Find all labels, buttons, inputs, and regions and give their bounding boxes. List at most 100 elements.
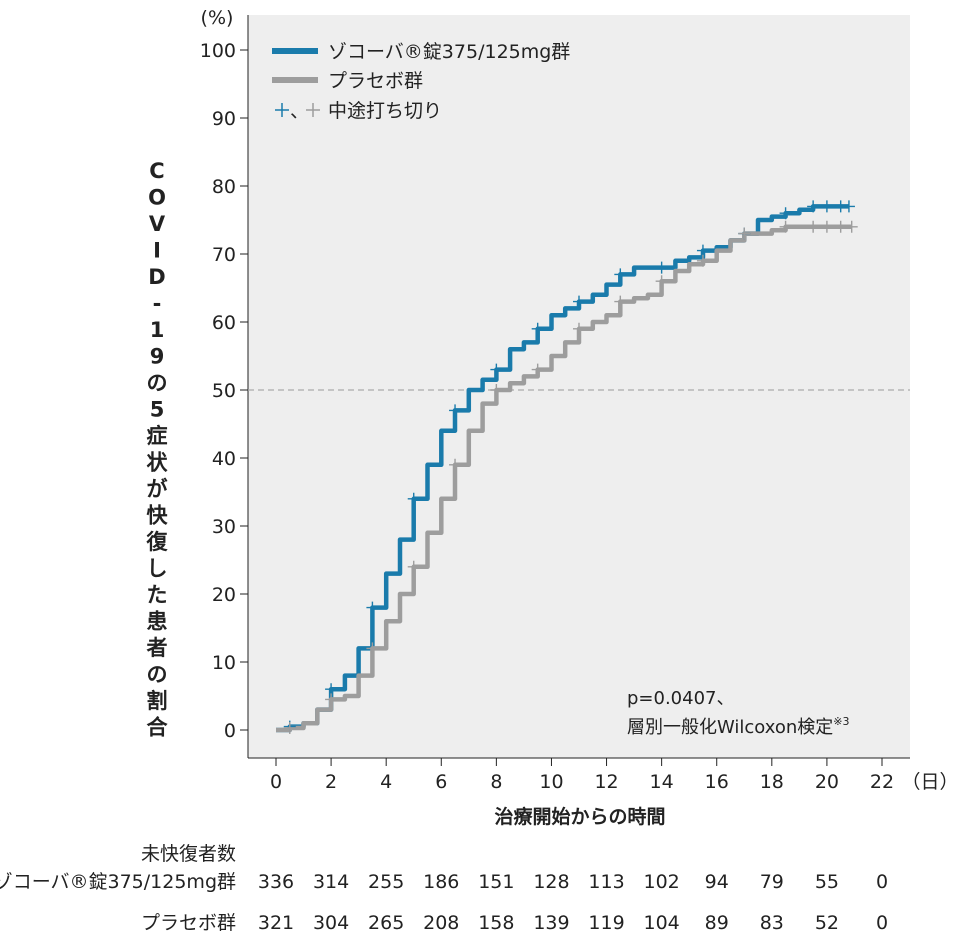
y-tick-label: 90	[212, 108, 236, 130]
y-tick-label: 0	[224, 720, 236, 742]
risk-value: 128	[533, 871, 569, 893]
censor-mark	[407, 492, 420, 505]
risk-value: 55	[815, 871, 839, 893]
censor-mark	[614, 268, 627, 281]
risk-value: 255	[368, 871, 404, 893]
censor-mark	[531, 363, 544, 376]
censor-mark	[614, 295, 627, 308]
censor-mark	[738, 227, 751, 240]
legend-label-placebo: プラセボ群	[328, 70, 423, 92]
censor-mark	[366, 642, 379, 655]
censor-mark	[845, 220, 858, 233]
censor-marks	[283, 200, 858, 734]
x-tick-label: 4	[380, 771, 392, 793]
legend-censor-separator: 、	[290, 100, 309, 122]
censor-mark	[490, 384, 503, 396]
y-axis-label: C O V I D -1 9 の 5 症状が快復した患者の割合	[146, 159, 169, 740]
censor-mark	[842, 200, 855, 213]
risk-value: 265	[368, 912, 404, 934]
y-tick-label: 100	[200, 40, 236, 62]
x-tick-label: 16	[705, 771, 729, 793]
censor-mark	[779, 207, 792, 220]
y-tick-label: 10	[212, 652, 236, 674]
censor-mark	[807, 200, 820, 213]
y-tick-label: 50	[212, 380, 236, 402]
test-name-text: 層別一般化Wilcoxon検定	[627, 717, 833, 738]
x-unit: （日）	[901, 771, 958, 793]
risk-values: 336 314 255 186 151 128 113 102 94 79 55 0 321 304 265…	[258, 871, 888, 934]
x-tick-label: 2	[325, 771, 337, 793]
y-tick-label: 80	[212, 176, 236, 198]
y-tick-label: 30	[212, 516, 236, 538]
risk-value: 119	[588, 912, 624, 934]
risk-value: 208	[423, 912, 459, 934]
x-tick-label: 22	[870, 771, 894, 793]
risk-value: 151	[478, 871, 514, 893]
legend-censor-mark-zocova	[275, 103, 289, 117]
risk-value: 83	[760, 912, 784, 934]
censor-mark	[696, 254, 709, 267]
censor-mark	[283, 721, 296, 734]
test-name: 層別一般化Wilcoxon検定※3	[627, 715, 850, 738]
censor-mark	[325, 683, 338, 696]
plot-area	[248, 15, 910, 758]
risk-value: 0	[876, 871, 888, 893]
risk-value: 89	[705, 912, 729, 934]
y-unit: (%)	[201, 7, 234, 29]
censor-mark	[531, 322, 544, 335]
test-note: ※3	[833, 715, 849, 728]
risk-value: 102	[644, 871, 680, 893]
censor-mark	[573, 322, 585, 335]
censor-mark	[407, 560, 420, 573]
censor-mark	[820, 200, 833, 213]
censor-mark	[655, 275, 668, 288]
legend-censor-label: 中途打ち切り	[328, 100, 442, 122]
censor-mark	[696, 244, 709, 257]
censor-mark	[834, 220, 847, 233]
legend-censor-mark-placebo	[306, 103, 320, 117]
legend-label-zocova: ゾコーバ®錠375/125mg群	[328, 41, 570, 63]
y-tick-label: 60	[212, 312, 236, 334]
risk-value: 158	[478, 912, 514, 934]
risk-value: 113	[588, 871, 624, 893]
x-tick-label: 12	[594, 771, 618, 793]
x-tick-label: 10	[539, 771, 563, 793]
x-tick-label: 20	[815, 771, 839, 793]
legend: ゾコーバ®錠375/125mg群 プラセボ群 、 中途打ち切り	[272, 41, 570, 122]
y-ticks: 0 10 20 30 40 50 60 70 80 90 100	[200, 40, 248, 742]
series-line-1	[276, 224, 852, 733]
censor-mark	[573, 295, 585, 308]
risk-table-title: 未快復者数	[141, 843, 236, 865]
x-tick-label: 8	[490, 771, 502, 793]
censor-mark	[779, 220, 792, 233]
x-axis-label: 治療開始からの時間	[494, 805, 665, 828]
y-tick-label: 70	[212, 244, 236, 266]
censor-mark	[366, 601, 379, 614]
risk-value: 0	[876, 912, 888, 934]
risk-row-label-placebo: プラセボ群	[141, 912, 236, 934]
risk-value: 314	[313, 871, 349, 893]
y-tick-label: 20	[212, 584, 236, 606]
risk-value: 186	[423, 871, 459, 893]
x-tick-label: 0	[270, 771, 282, 793]
risk-value: 321	[258, 912, 294, 934]
risk-value: 304	[313, 912, 349, 934]
y-tick-label: 40	[212, 448, 236, 470]
risk-value: 104	[644, 912, 680, 934]
x-tick-label: 18	[760, 771, 784, 793]
x-tick-label: 14	[650, 771, 674, 793]
risk-value: 79	[760, 871, 784, 893]
risk-value: 94	[705, 871, 729, 893]
censor-mark	[490, 363, 503, 376]
censor-mark	[449, 404, 462, 417]
censor-mark	[325, 693, 338, 706]
risk-row-label-zocova: ゾコーバ®錠375/125mg群	[0, 871, 236, 893]
x-tick-label: 6	[435, 771, 447, 793]
risk-value: 336	[258, 871, 294, 893]
x-ticks: 0 2 4 6 8 10 12 14 16 18 20 22	[270, 758, 894, 793]
censor-mark	[820, 220, 833, 233]
risk-value: 139	[533, 912, 569, 934]
censor-mark	[449, 458, 462, 471]
censor-mark	[807, 220, 820, 233]
